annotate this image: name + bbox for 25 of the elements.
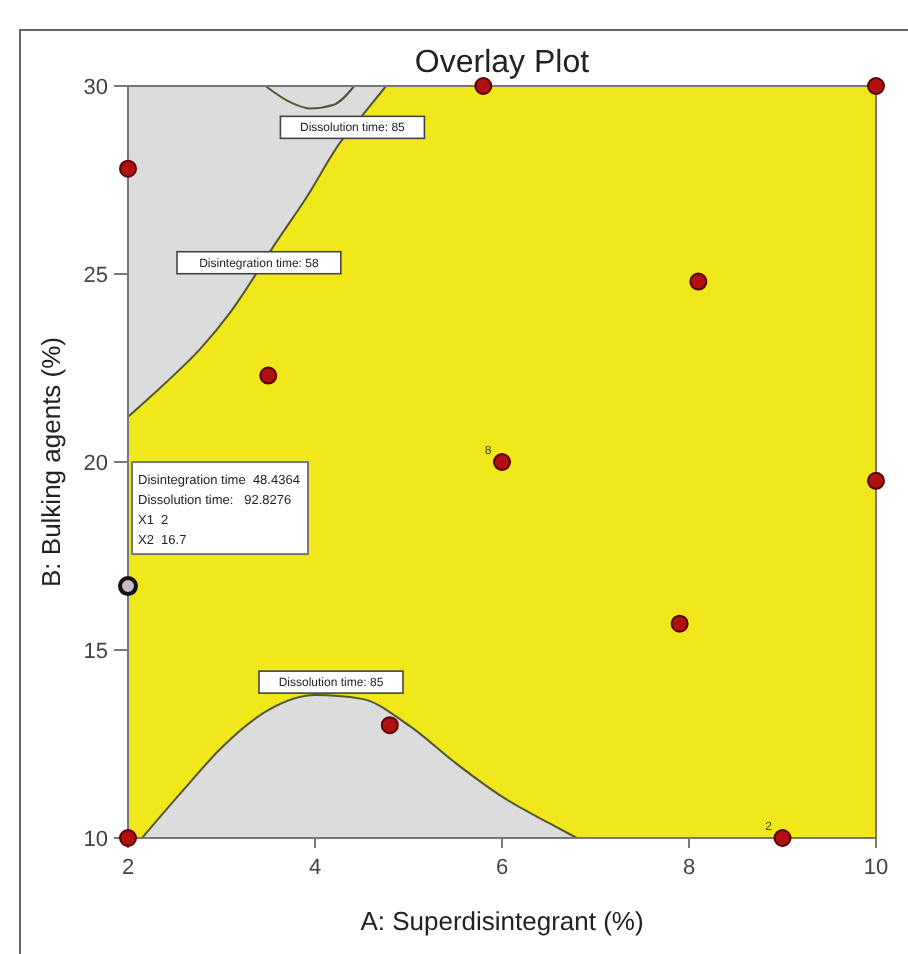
y-axis-title: B: Bulking agents (%) <box>36 336 66 588</box>
chart-title: Overlay Plot <box>414 46 591 80</box>
point <box>493 453 511 471</box>
y-tick-label: 15 <box>83 640 108 664</box>
x-axis-title: A: Superdisintegrant (%) <box>360 906 644 936</box>
x-tick-label: 6 <box>495 856 509 880</box>
x-tick-label: 2 <box>121 856 135 880</box>
y-tick-label: 10 <box>83 828 108 852</box>
y-tick-label: 25 <box>83 264 108 288</box>
point <box>118 576 138 597</box>
y-tick-label: 30 <box>83 76 108 100</box>
x-tick-label: 10 <box>863 856 889 880</box>
point <box>867 77 885 95</box>
point <box>689 272 708 291</box>
x-tick-label: 4 <box>308 856 322 880</box>
point <box>773 829 792 847</box>
line-series <box>264 85 356 110</box>
point <box>259 366 278 385</box>
point <box>867 471 885 490</box>
x-tick-label: 8 <box>682 856 696 880</box>
y-tick-label: 20 <box>83 452 108 476</box>
point <box>119 159 137 178</box>
point <box>119 829 137 847</box>
point <box>670 614 689 633</box>
point <box>380 716 399 735</box>
